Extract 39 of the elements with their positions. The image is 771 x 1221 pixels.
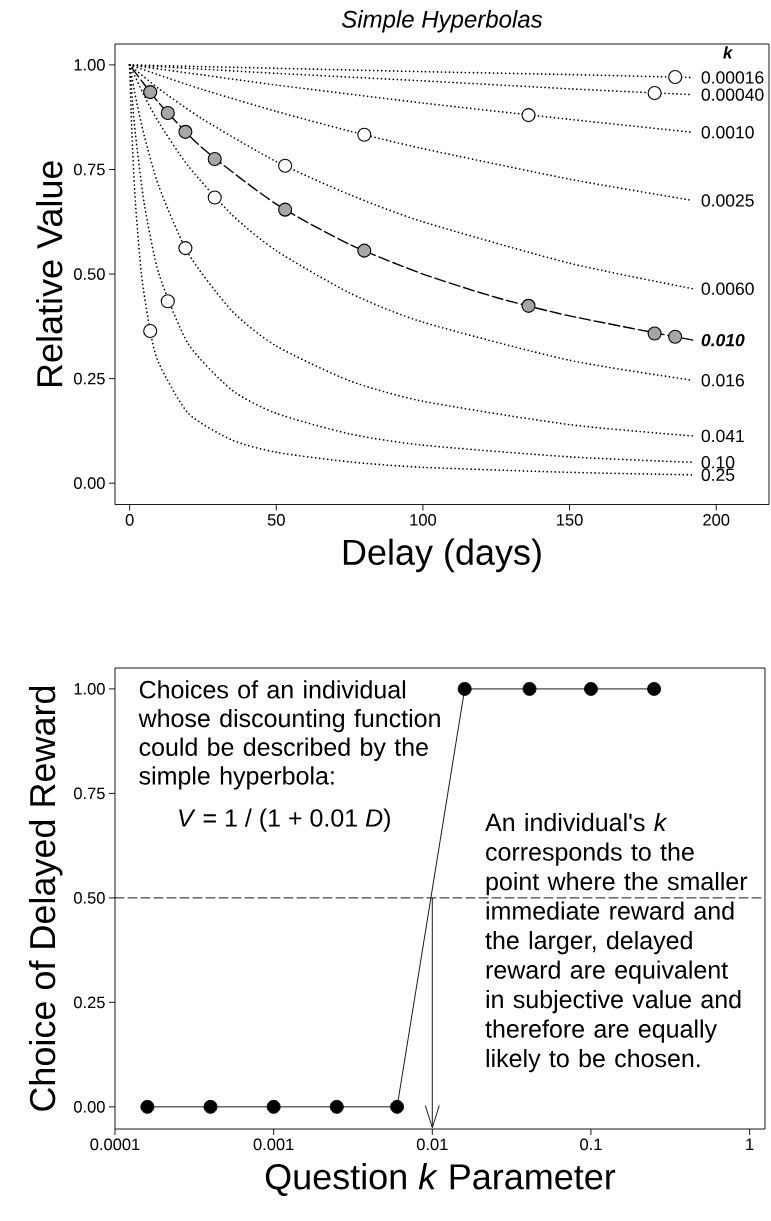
x-axis-title: Question k Parameter bbox=[265, 1163, 616, 1196]
x-tick-label: 0 bbox=[125, 514, 134, 526]
series-label: 0.25 bbox=[701, 468, 735, 482]
y-tick-label: 0.25 bbox=[73, 372, 105, 385]
y-axis-title: Choice of Delayed Reward bbox=[28, 686, 63, 1111]
y-tick-label: 0.50 bbox=[73, 268, 105, 280]
x-tick-label: 100 bbox=[410, 514, 437, 526]
legend-title: k bbox=[723, 46, 734, 59]
text: An individual's k corresponds to the point where the smaller immediate reward and the larger, delayed reward are equivalent in subjective value and therefore are equally likely to be chosen. bbox=[485, 812, 748, 1073]
annotation: V = 1 / (1 + 0.01 D) bbox=[179, 808, 390, 832]
y-tick-label: 0.75 bbox=[73, 163, 105, 176]
y-tick-label: 0.00 bbox=[73, 1101, 105, 1113]
y-tick-label: 0.00 bbox=[73, 477, 105, 490]
x-tick-label: 0.001 bbox=[253, 1138, 294, 1151]
x-axis-title: Delay (days) bbox=[343, 538, 541, 573]
series-label: 0.016 bbox=[701, 374, 744, 387]
series-label: 0.10 bbox=[701, 456, 735, 469]
y-axis-title: Relative Value bbox=[36, 161, 63, 387]
y-tick-label: 0.75 bbox=[73, 787, 105, 800]
series-label: 0.0060 bbox=[701, 282, 754, 295]
chart-title: Simple Hyperbolas bbox=[341, 10, 543, 33]
series-label: 0.0010 bbox=[701, 126, 754, 139]
x-tick-label: 200 bbox=[703, 514, 730, 526]
x-tick-label: 0.0001 bbox=[90, 1138, 140, 1151]
x-tick-label: 0.1 bbox=[580, 1138, 602, 1151]
series-label: 0.00016 bbox=[701, 71, 764, 84]
x-tick-label: 150 bbox=[557, 514, 583, 526]
y-tick-label: 0.25 bbox=[73, 996, 105, 1009]
x-tick-label: 50 bbox=[267, 514, 285, 526]
series-label: 0.041 bbox=[701, 429, 744, 443]
series-label: 0.0025 bbox=[701, 194, 754, 207]
y-tick-label: 1.00 bbox=[74, 683, 105, 695]
annotation: Choices of an individual whose discounting function could be described by the simple hyperbola: bbox=[138, 680, 440, 790]
x-tick-label: 0.01 bbox=[416, 1138, 448, 1151]
series-label: 0.00040 bbox=[701, 88, 764, 101]
series-label: 0.010 bbox=[701, 333, 745, 347]
y-tick-label: 0.50 bbox=[73, 892, 105, 904]
x-tick-label: 1 bbox=[746, 1138, 754, 1150]
y-tick-label: 1.00 bbox=[74, 59, 105, 71]
